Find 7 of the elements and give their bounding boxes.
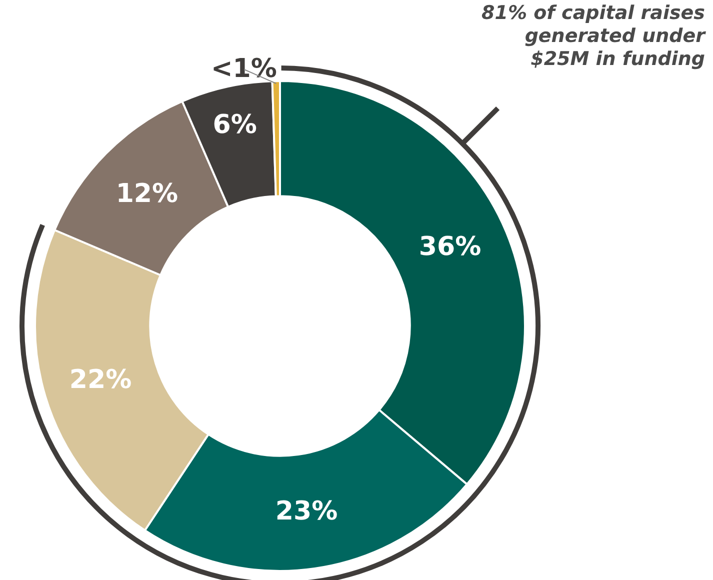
data-label: 12%	[116, 178, 178, 209]
data-label: 23%	[275, 496, 338, 527]
data-label: 6%	[212, 110, 257, 140]
text: 81% of capital raises generated under $25M in funding	[480, 2, 705, 70]
data-label: 36%	[418, 232, 482, 262]
data-label: 22%	[69, 364, 132, 395]
data-label: <1%	[211, 54, 277, 84]
